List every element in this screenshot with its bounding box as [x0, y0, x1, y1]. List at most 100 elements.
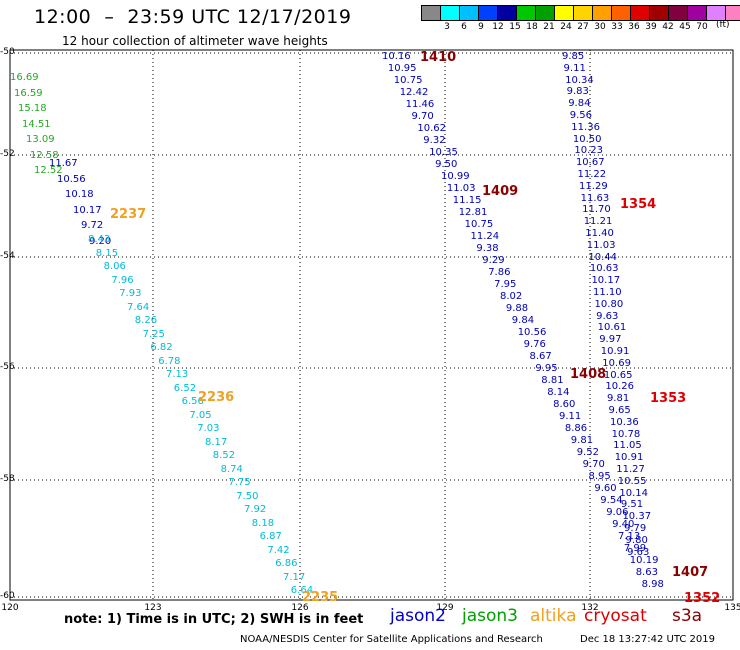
wave-height-value: 9.56 [569, 110, 593, 121]
wave-height-value: 8.98 [641, 579, 664, 590]
wave-height-value: 8.60 [553, 399, 576, 410]
lat-label: -60 [0, 591, 15, 601]
wave-height-value: 8.86 [564, 423, 588, 434]
legend-label: 18 [526, 22, 538, 32]
wave-height-value: 9.63 [596, 310, 619, 322]
wave-height-value: 9.63 [627, 546, 650, 558]
wave-height-value: 7.92 [244, 504, 267, 515]
legend-label: 30 [594, 22, 606, 32]
legend-label: 27 [577, 22, 589, 32]
wave-height-value: 6.56 [181, 396, 204, 407]
legend-label: 15 [509, 22, 521, 32]
satellite-label: cryosat [584, 606, 647, 626]
wave-height-value: 7.05 [189, 409, 212, 421]
wave-height-value: 8.81 [541, 375, 564, 386]
wave-height-value: 10.19 [629, 555, 659, 566]
wave-height-value: 9.79 [624, 523, 647, 534]
wave-height-value: 12.58 [30, 149, 59, 161]
wave-height-value: 10.26 [605, 381, 635, 393]
wave-height-value: 11.70 [582, 204, 611, 216]
legend-label: 3 [444, 22, 450, 32]
wave-height-value: 11.10 [593, 287, 622, 298]
wave-height-value: 7.42 [267, 544, 290, 556]
wave-height-value: 9.51 [620, 499, 644, 511]
wave-height-value: 7.03 [197, 423, 220, 434]
satellite-label: altika [530, 606, 577, 626]
wave-height-value: 9.38 [476, 243, 499, 254]
satellite-label: jason3 [462, 606, 518, 626]
pass-time-label: 1353 [650, 391, 687, 406]
lon-label: 135 [724, 603, 740, 613]
wave-height-value: 7.93 [119, 288, 142, 299]
wave-height-value: 8.06 [103, 261, 126, 272]
wave-height-value: 7.13 [618, 531, 641, 542]
wave-height-value: 9.81 [606, 393, 630, 405]
wave-height-value: 10.95 [387, 63, 417, 74]
wave-height-value: 8.14 [547, 387, 570, 398]
pass-time-label: 1409 [482, 184, 519, 199]
lon-label: 120 [1, 603, 19, 613]
wave-height-value: 6.52 [173, 382, 197, 394]
wave-height-value: 6.78 [158, 355, 181, 367]
wave-height-value: 15.18 [18, 103, 47, 114]
wave-height-value: 9.54 [600, 495, 623, 506]
wave-height-value: 8.52 [212, 450, 236, 461]
wave-height-value: 9.65 [608, 405, 631, 416]
wave-height-value: 6.87 [259, 531, 282, 542]
wave-height-value: 9.50 [435, 159, 458, 170]
legend-label: 12 [492, 22, 504, 32]
wave-height-value: 11.03 [586, 239, 616, 251]
pass-time-label: 1407 [672, 565, 709, 580]
lon-label: 132 [581, 603, 599, 613]
chart-subtitle: 12 hour collection of altimeter wave hei… [62, 34, 328, 48]
wave-height-value: 9.20 [89, 236, 112, 247]
wave-height-value: 8.63 [635, 567, 658, 578]
wave-height-value: 14.51 [22, 118, 51, 130]
legend-label: 24 [560, 22, 572, 32]
wave-height-value: 10.56 [57, 173, 86, 185]
wave-height-value: 9.70 [411, 111, 434, 122]
satellite-label: jason2 [390, 606, 446, 626]
lat-label: -54 [0, 251, 15, 261]
wave-height-value: 9.80 [625, 534, 648, 546]
wave-height-value: 13.09 [26, 134, 55, 145]
wave-height-value: 11.22 [577, 169, 607, 180]
lat-label: -52 [0, 149, 15, 159]
wave-height-value: 9.85 [562, 51, 585, 62]
legend-label: 6 [461, 22, 467, 32]
wave-height-value: 10.67 [575, 157, 605, 169]
wave-height-value: 11.67 [49, 158, 78, 169]
wave-height-value: 7.86 [488, 267, 511, 278]
wave-height-value: 10.18 [65, 189, 94, 201]
wave-height-value: 10.91 [600, 346, 630, 357]
wave-height-value: 6.82 [150, 342, 173, 353]
wave-height-value: 9.83 [566, 86, 589, 98]
wave-height-value: 11.27 [616, 464, 645, 475]
wave-height-value: 9.11 [559, 411, 582, 422]
wave-height-value: 10.17 [591, 275, 621, 287]
footer-timestamp: Dec 18 13:27:42 UTC 2019 [580, 634, 715, 645]
wave-height-value: 11.05 [613, 440, 642, 452]
wave-height-value: 10.36 [610, 416, 639, 428]
wave-height-value: 9.84 [568, 98, 591, 110]
wave-height-value: 12.42 [399, 87, 429, 98]
color-legend: 3 6 9 12 15 18 21 24 27 30 33 36 39 42 45 70 [421, 5, 740, 33]
wave-height-value: 10.65 [603, 369, 633, 381]
wave-height-value: 7.95 [494, 279, 517, 290]
wave-height-value: 12.81 [458, 207, 488, 218]
wave-height-value: 9.70 [582, 459, 605, 470]
grid-lines [9, 50, 734, 600]
wave-height-value: 11.63 [580, 192, 610, 204]
wave-height-value: 7.17 [283, 571, 306, 583]
pass-time-label: 2236 [198, 390, 235, 405]
wave-height-value: 9.60 [594, 483, 617, 494]
wave-height-value: 7.99 [623, 543, 647, 554]
legend-label: 39 [645, 22, 657, 32]
wave-height-value: 10.50 [572, 133, 602, 145]
wave-height-value: 10.63 [589, 263, 619, 275]
legend-label: 45 [679, 22, 691, 32]
satellite-label: s3a [672, 606, 703, 626]
wave-height-value: 10.23 [574, 145, 604, 157]
wave-height-value: 9.88 [505, 303, 529, 314]
map-border [9, 49, 734, 601]
